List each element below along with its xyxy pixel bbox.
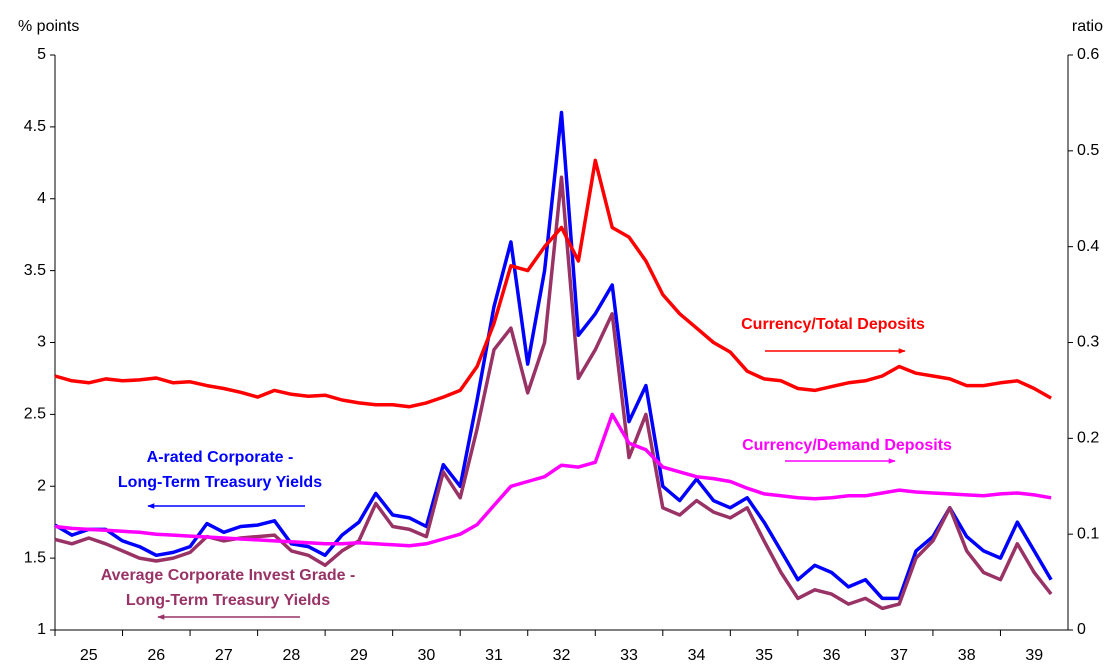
annotation: Currency/Demand Deposits [742, 437, 952, 454]
y2-tick-label: 0.6 [1077, 46, 1099, 63]
annotation: Average Corporate Invest Grade - [101, 567, 356, 584]
annotation: Long-Term Treasury Yields [118, 474, 322, 491]
annotation: Currency/Total Deposits [741, 316, 925, 333]
series-line [54, 412, 1052, 548]
x-tick-label: 32 [553, 647, 571, 664]
y-tick-label: 2 [37, 477, 46, 494]
y-tick-label: 3 [37, 334, 46, 351]
x-tick-label: 26 [147, 647, 165, 664]
x-tick-label: 27 [215, 647, 233, 664]
y2-tick-label: 0.4 [1077, 238, 1099, 255]
y-tick-label: 1.5 [24, 549, 46, 566]
series-line [54, 158, 1052, 409]
x-tick-label: 25 [80, 647, 98, 664]
y2-tick-label: 0.1 [1077, 525, 1099, 542]
y-tick-label: 2.5 [24, 406, 46, 423]
x-tick-label: 30 [418, 647, 436, 664]
y2-tick-label: 0 [1077, 621, 1086, 638]
y-tick-label: 1 [37, 621, 46, 638]
x-tick-label: 39 [1025, 647, 1043, 664]
x-tick-label: 37 [890, 647, 908, 664]
y-axis-label: % points [18, 18, 79, 35]
annotation: A-rated Corporate - [147, 449, 294, 466]
y-tick-label: 4 [37, 190, 46, 207]
y2-tick-label: 0.5 [1077, 142, 1099, 159]
x-tick-label: 36 [823, 647, 841, 664]
y-tick-label: 5 [37, 46, 46, 63]
x-tick-label: 29 [350, 647, 368, 664]
x-tick-label: 38 [958, 647, 976, 664]
y-tick-label: 3.5 [24, 262, 46, 279]
y-tick-label: 4.5 [24, 118, 46, 135]
y2-axis-label: ratio [1072, 18, 1103, 35]
series-line [54, 175, 1053, 611]
x-tick-label: 34 [688, 647, 706, 664]
x-tick-label: 28 [282, 647, 300, 664]
y2-tick-label: 0.3 [1077, 334, 1099, 351]
x-tick-label: 35 [755, 647, 773, 664]
annotation: Long-Term Treasury Yields [126, 592, 330, 609]
x-tick-label: 33 [620, 647, 638, 664]
y2-tick-label: 0.2 [1077, 430, 1099, 447]
x-tick-label: 31 [485, 647, 503, 664]
series-line [54, 110, 1053, 601]
